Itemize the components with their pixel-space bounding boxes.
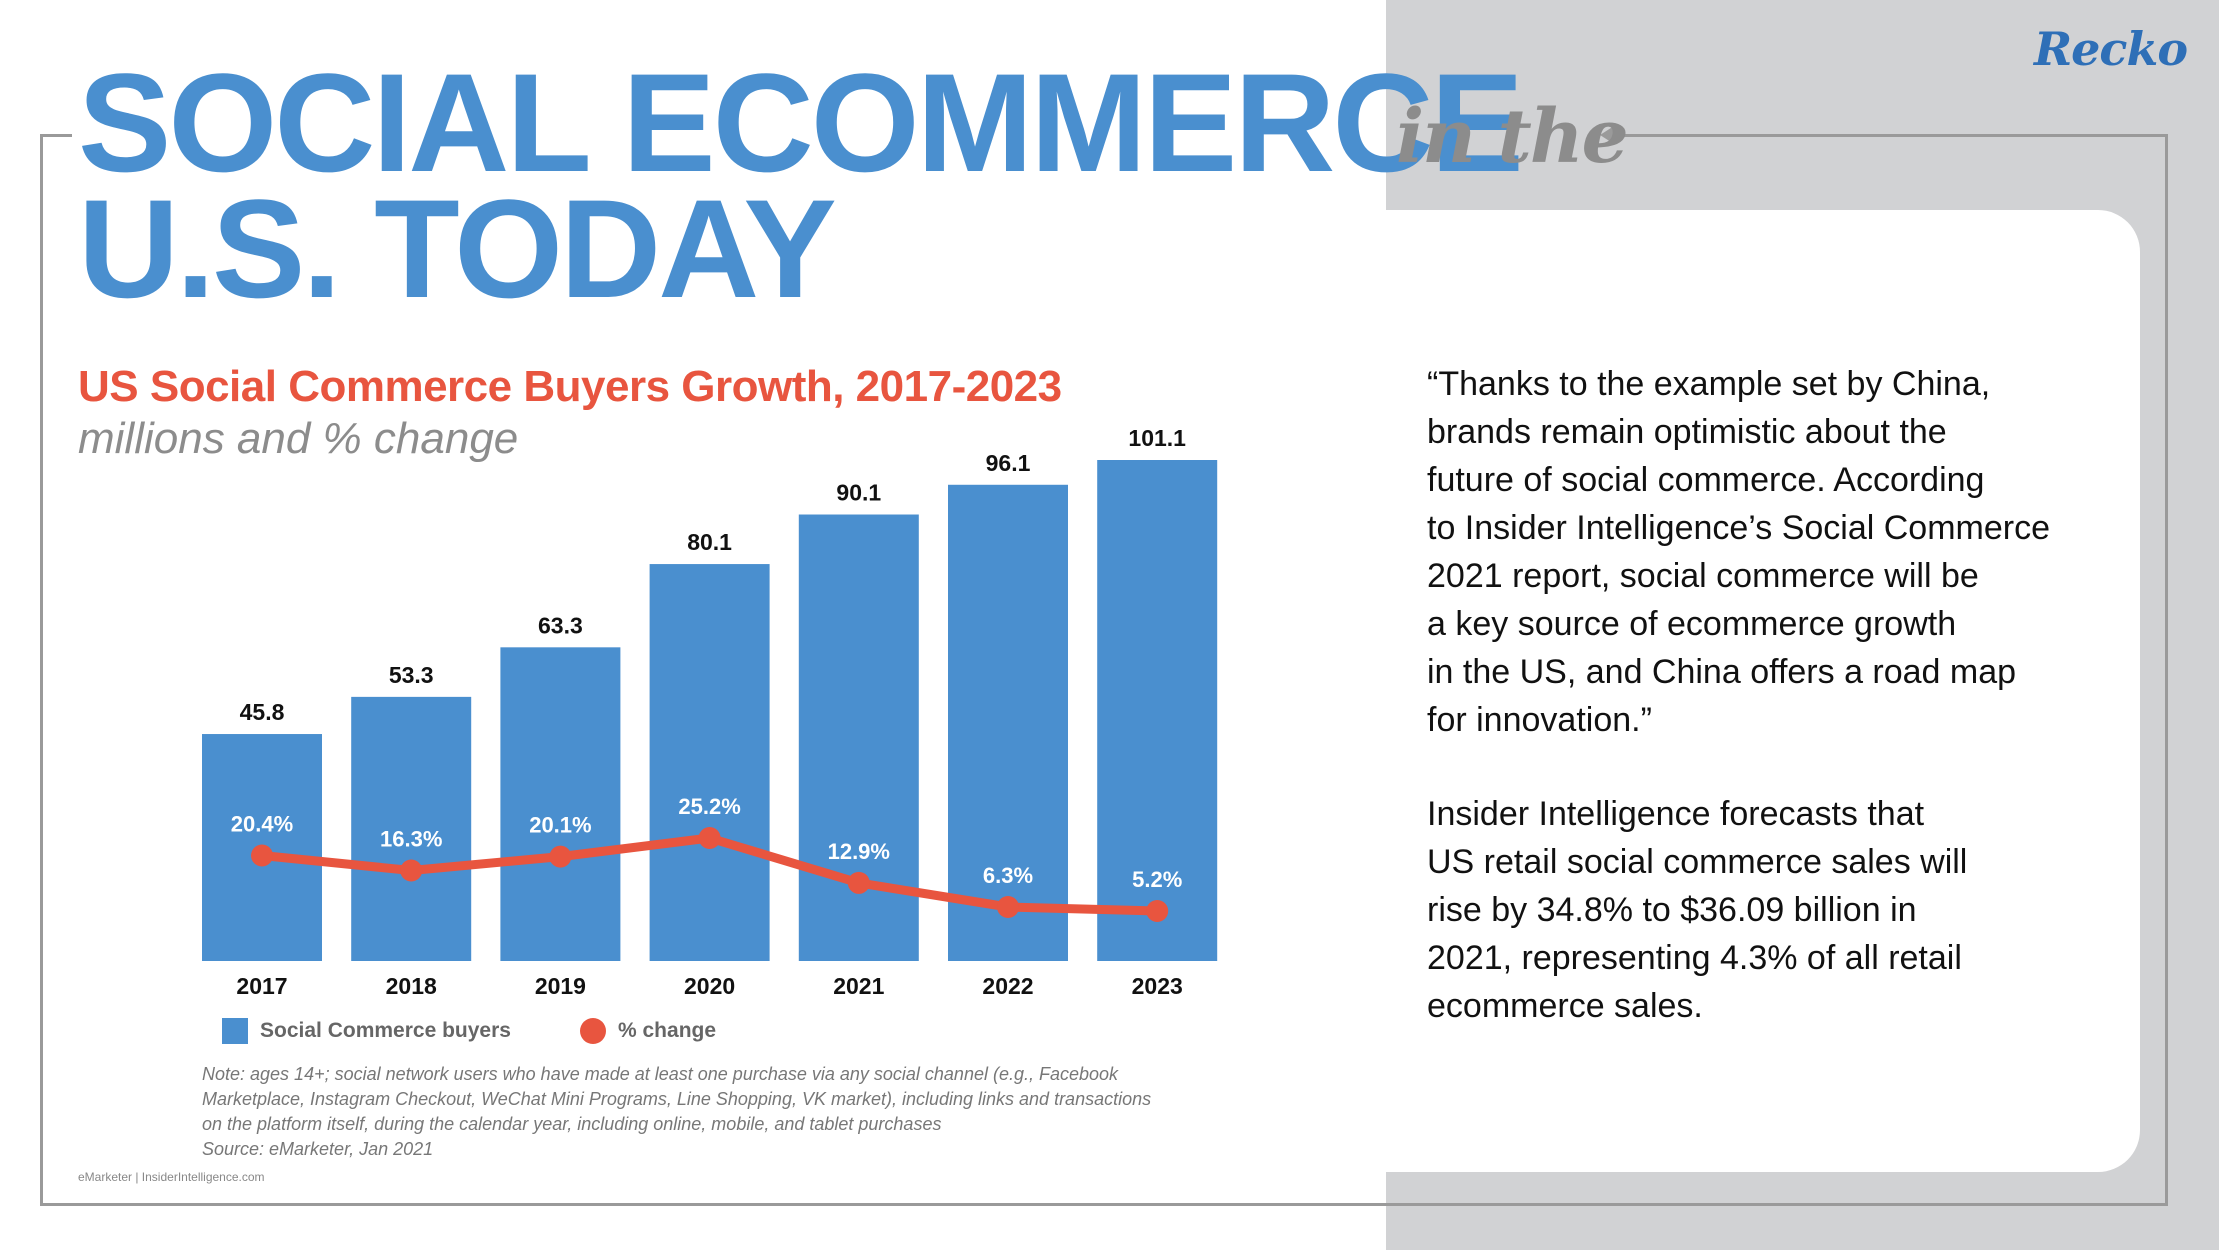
frame-arrow-icon <box>1600 126 1614 144</box>
bar-value-label: 80.1 <box>687 529 732 555</box>
legend-dot-change <box>580 1018 606 1044</box>
legend-label-change: % change <box>618 1019 717 1042</box>
x-tick-label: 2018 <box>386 973 437 999</box>
bar-value-label: 63.3 <box>538 612 583 638</box>
quote-card <box>1320 210 2140 1172</box>
title-line-1: SOCIAL ECOMMERCE <box>78 44 1524 201</box>
page-title: SOCIAL ECOMMERCE U.S. TODAY <box>78 44 1524 327</box>
line-value-label: 6.3% <box>983 863 1033 888</box>
quote-line: a key source of ecommerce growth <box>1427 605 1957 643</box>
forecast-line: US retail social commerce sales will <box>1427 843 1968 881</box>
note-source: Source: eMarketer, Jan 2021 <box>202 1139 434 1159</box>
chart-title: US Social Commerce Buyers Growth, 2017-2… <box>78 362 1062 411</box>
bar <box>351 696 472 961</box>
bar <box>948 484 1068 961</box>
x-tick-label: 2020 <box>684 973 735 999</box>
x-tick-label: 2023 <box>1132 973 1183 999</box>
frame-left <box>40 134 43 1205</box>
line-point <box>549 845 572 868</box>
quote-line: “Thanks to the example set by China, <box>1427 365 1991 403</box>
chart-note: Note: ages 14+; social network users who… <box>202 1062 1182 1162</box>
bar <box>649 564 770 961</box>
bar-value-label: 45.8 <box>240 699 285 725</box>
frame-bottom <box>40 1203 2168 1206</box>
bar <box>1097 460 1218 961</box>
source-credit: eMarketer | InsiderIntelligence.com <box>78 1170 265 1184</box>
bar-value-label: 96.1 <box>986 450 1031 476</box>
forecast-text: Insider Intelligence forecasts that US r… <box>1427 790 2147 1030</box>
x-tick-label: 2022 <box>982 973 1033 999</box>
line-point <box>698 827 721 849</box>
title-connector: in the <box>1396 94 1629 180</box>
forecast-line: 2021, representing 4.3% of all retail <box>1427 939 1962 977</box>
legend-label-buyers: Social Commerce buyers <box>260 1019 511 1042</box>
line-point <box>997 896 1019 918</box>
line-value-label: 12.9% <box>828 839 890 864</box>
quote-line: future of social commerce. According <box>1427 461 1985 499</box>
legend-swatch-buyers <box>222 1018 248 1044</box>
legend-item-change: % change <box>580 1018 716 1044</box>
quote-text: “Thanks to the example set by China, bra… <box>1427 360 2147 744</box>
quote-line: in the US, and China offers a road map <box>1427 653 2017 691</box>
line-point <box>251 844 273 867</box>
line-value-label: 16.3% <box>380 826 442 851</box>
legend-item-buyers: Social Commerce buyers <box>222 1018 511 1044</box>
frame-right <box>2165 134 2168 1206</box>
line-value-label: 5.2% <box>1132 867 1182 892</box>
x-tick-label: 2019 <box>535 973 586 999</box>
bar <box>500 647 621 961</box>
bar-value-label: 90.1 <box>836 480 881 506</box>
forecast-line: rise by 34.8% to $36.09 billion in <box>1427 891 1917 929</box>
note-line: Marketplace, Instagram Checkout, WeChat … <box>202 1089 1152 1109</box>
line-value-label: 20.4% <box>231 812 293 837</box>
note-line: Note: ages 14+; social network users who… <box>202 1064 1119 1084</box>
quote-line: for innovation.” <box>1427 701 1652 739</box>
quote-line: brands remain optimistic about the <box>1427 413 1947 451</box>
line-point <box>1146 900 1169 923</box>
chart-subtitle: millions and % change <box>78 414 519 463</box>
bar-value-label: 101.1 <box>1128 425 1186 451</box>
note-line: on the platform itself, during the calen… <box>202 1114 942 1134</box>
line-value-label: 20.1% <box>529 813 591 838</box>
x-tick-label: 2021 <box>833 973 884 999</box>
quote-line: 2021 report, social commerce will be <box>1427 557 1979 595</box>
line-point <box>847 871 870 894</box>
title-line-2: U.S. TODAY <box>78 170 837 327</box>
line-value-label: 25.2% <box>678 794 740 819</box>
bar-value-label: 53.3 <box>389 662 434 688</box>
line-point <box>400 859 423 882</box>
bar-line-chart: 45.8 2017 53.3 2018 63.3 2019 80.1 2020 90.1 2021… <box>202 425 1218 999</box>
forecast-line: Insider Intelligence forecasts that <box>1427 795 1925 833</box>
x-tick-label: 2017 <box>236 973 287 999</box>
quote-line: to Insider Intelligence’s Social Commerc… <box>1427 509 2050 547</box>
frame-top-left-tick <box>40 134 72 137</box>
forecast-line: ecommerce sales. <box>1427 987 1703 1025</box>
frame-top-right <box>1610 134 2168 137</box>
brand-logo: Recko <box>2033 22 2188 76</box>
